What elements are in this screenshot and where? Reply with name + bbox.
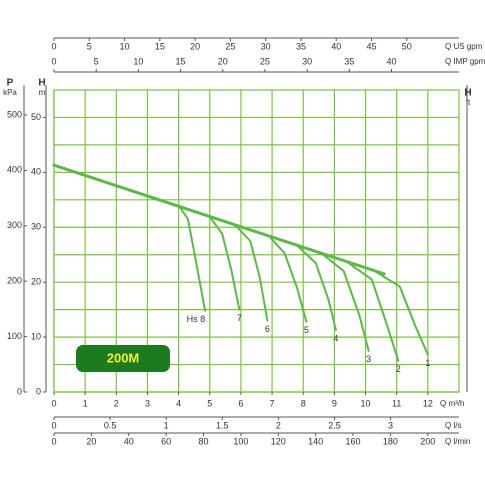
pump-curve bbox=[208, 215, 241, 311]
curve-label: Hs 8 bbox=[187, 314, 206, 324]
secondary-tick-label: 0 bbox=[51, 436, 56, 446]
secondary-tick-label: 160 bbox=[346, 436, 361, 446]
secondary-tick-label: 2.5 bbox=[328, 420, 341, 430]
y-tick-label: 0 bbox=[36, 386, 41, 396]
secondary-tick-label: 0 bbox=[51, 56, 56, 66]
secondary-tick-label: 180 bbox=[383, 436, 398, 446]
curve-label: 1 bbox=[425, 358, 430, 368]
pump-curve bbox=[233, 223, 269, 322]
secondary-tick-label: 35 bbox=[296, 41, 306, 51]
curve-label: 7 bbox=[237, 313, 242, 323]
y-tick-label: 50 bbox=[31, 112, 41, 122]
x-tick-label: 5 bbox=[207, 398, 212, 408]
secondary-axis-label: Q US gpm bbox=[445, 42, 483, 51]
secondary-tick-label: 1 bbox=[164, 420, 169, 430]
secondary-tick-label: 40 bbox=[331, 41, 341, 51]
p-tick-label: 0 bbox=[17, 386, 22, 396]
x-axis-label: Q m³/h bbox=[440, 399, 464, 408]
secondary-tick-label: 100 bbox=[233, 436, 248, 446]
curve-label: 5 bbox=[304, 325, 309, 335]
y-axis-label: H bbox=[38, 78, 45, 89]
pump-curve bbox=[296, 244, 337, 331]
x-tick-label: 4 bbox=[176, 398, 181, 408]
ft-axis-unit: ft bbox=[466, 98, 471, 107]
model-label: 200M bbox=[107, 350, 140, 365]
x-tick-label: 2 bbox=[114, 398, 119, 408]
secondary-tick-label: 50 bbox=[402, 41, 412, 51]
secondary-axis-label: Q IMP gpm bbox=[445, 57, 485, 66]
curve-label: 6 bbox=[265, 324, 270, 334]
x-tick-label: 1 bbox=[83, 398, 88, 408]
x-tick-label: 8 bbox=[301, 398, 306, 408]
p-axis-unit: kPa bbox=[3, 88, 17, 97]
x-tick-label: 10 bbox=[361, 398, 371, 408]
envelope-line bbox=[52, 163, 386, 276]
secondary-tick-label: 0 bbox=[51, 41, 56, 51]
secondary-tick-label: 0.5 bbox=[104, 420, 117, 430]
curve-label: 2 bbox=[396, 364, 401, 374]
secondary-tick-label: 20 bbox=[190, 41, 200, 51]
secondary-tick-label: 1.5 bbox=[216, 420, 229, 430]
x-tick-label: 7 bbox=[270, 398, 275, 408]
curve-label: 3 bbox=[366, 354, 371, 364]
secondary-tick-label: 200 bbox=[420, 436, 435, 446]
secondary-axis-label: Q l/s bbox=[445, 421, 461, 430]
p-tick-label: 300 bbox=[7, 220, 22, 230]
y-tick-label: 20 bbox=[31, 277, 41, 287]
p-axis-label: P bbox=[7, 78, 14, 89]
y-axis-unit: m bbox=[39, 88, 46, 97]
secondary-tick-label: 0 bbox=[51, 420, 56, 430]
secondary-tick-label: 25 bbox=[225, 41, 235, 51]
pump-curve bbox=[267, 235, 308, 323]
secondary-tick-label: 140 bbox=[308, 436, 323, 446]
secondary-tick-label: 10 bbox=[120, 41, 130, 51]
model-badge bbox=[76, 345, 170, 372]
x-tick-label: 11 bbox=[392, 398, 401, 408]
pump-curve bbox=[177, 204, 207, 312]
secondary-tick-label: 40 bbox=[386, 56, 396, 66]
x-tick-label: 3 bbox=[145, 398, 150, 408]
secondary-tick-label: 5 bbox=[87, 41, 92, 51]
secondary-tick-label: 20 bbox=[86, 436, 96, 446]
secondary-tick-label: 80 bbox=[199, 436, 209, 446]
secondary-tick-label: 30 bbox=[302, 56, 312, 66]
pump-curve bbox=[345, 260, 400, 362]
secondary-tick-label: 5 bbox=[94, 56, 99, 66]
p-tick-label: 500 bbox=[7, 109, 22, 119]
x-tick-label: 6 bbox=[238, 398, 243, 408]
x-tick-label: 9 bbox=[332, 398, 337, 408]
secondary-tick-label: 3 bbox=[388, 420, 393, 430]
secondary-tick-label: 20 bbox=[218, 56, 228, 66]
secondary-tick-label: 35 bbox=[344, 56, 354, 66]
secondary-tick-label: 120 bbox=[271, 436, 286, 446]
secondary-tick-label: 2 bbox=[276, 420, 281, 430]
ft-axis-label: H bbox=[464, 88, 471, 99]
y-tick-label: 30 bbox=[31, 222, 41, 232]
secondary-tick-label: 10 bbox=[133, 56, 143, 66]
x-tick-label: 0 bbox=[51, 398, 56, 408]
x-tick-label: 12 bbox=[423, 398, 433, 408]
curve-label: 4 bbox=[333, 333, 338, 343]
pump-curve bbox=[320, 252, 370, 352]
secondary-tick-label: 45 bbox=[367, 41, 377, 51]
secondary-axis-label: Q l/min bbox=[445, 437, 470, 446]
y-tick-label: 40 bbox=[31, 167, 41, 177]
p-tick-label: 200 bbox=[7, 276, 22, 286]
secondary-tick-label: 25 bbox=[260, 56, 270, 66]
y-tick-label: 10 bbox=[31, 331, 41, 341]
secondary-tick-label: 40 bbox=[124, 436, 134, 446]
secondary-tick-label: 15 bbox=[155, 41, 165, 51]
secondary-tick-label: 15 bbox=[176, 56, 186, 66]
p-tick-label: 100 bbox=[7, 331, 22, 341]
secondary-tick-label: 60 bbox=[161, 436, 171, 446]
pump-curve bbox=[373, 270, 429, 356]
secondary-tick-label: 30 bbox=[261, 41, 271, 51]
plot-border bbox=[53, 89, 460, 393]
p-tick-label: 400 bbox=[7, 165, 22, 175]
